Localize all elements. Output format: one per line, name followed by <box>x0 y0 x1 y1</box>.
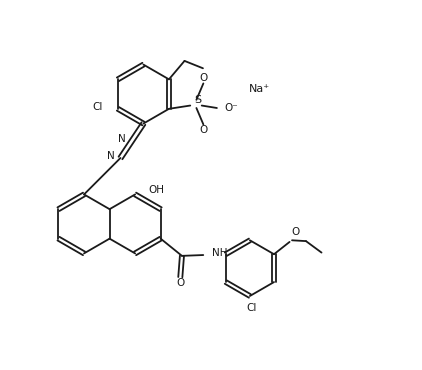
Text: O: O <box>199 125 208 135</box>
Text: O: O <box>291 226 300 236</box>
Text: NH: NH <box>212 248 228 258</box>
Text: O: O <box>176 278 184 288</box>
Text: S: S <box>195 95 201 105</box>
Text: N: N <box>119 134 126 144</box>
Text: O: O <box>199 73 208 83</box>
Text: Na⁺: Na⁺ <box>249 84 270 94</box>
Text: Cl: Cl <box>92 102 102 112</box>
Text: OH: OH <box>148 185 164 195</box>
Text: O⁻: O⁻ <box>224 103 238 113</box>
Text: Cl: Cl <box>246 303 257 313</box>
Text: N: N <box>107 151 115 161</box>
